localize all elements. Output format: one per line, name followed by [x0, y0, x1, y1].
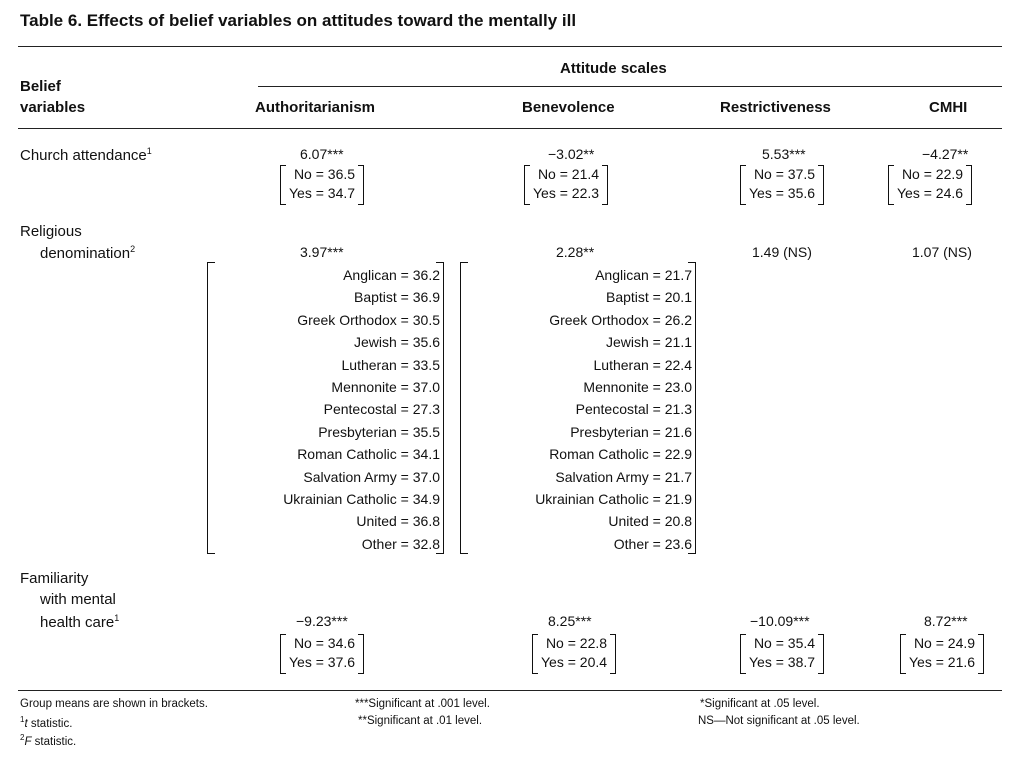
group-means-familiarity-cmhi: No = 24.9 Yes = 21.6	[900, 634, 985, 674]
attitude-scales-header: Attitude scales	[560, 60, 667, 77]
stat-familiarity-cmhi: 8.72***	[924, 613, 968, 629]
row-label-with-mental: with mental	[40, 591, 116, 608]
list-item: Ukrainian Catholic = 21.9	[535, 491, 692, 508]
col-header-restrictiveness: Restrictiveness	[720, 99, 831, 116]
group-means-familiarity-authoritarianism: No = 34.6 Yes = 37.6	[280, 634, 365, 674]
group-means-church-restrictiveness: No = 37.5 Yes = 35.6	[740, 165, 825, 205]
stat-church-restrictiveness: 5.53***	[762, 146, 806, 162]
list-item: United = 36.8	[356, 513, 440, 530]
footnote-sig-01: **Significant at .01 level.	[358, 715, 483, 727]
list-item: Jewish = 21.1	[606, 334, 692, 351]
footnote-sig-001: ***Significant at .001 level.	[355, 698, 490, 710]
list-item: Ukrainian Catholic = 34.9	[283, 491, 440, 508]
header-sub-rule	[258, 86, 1002, 87]
stat-religion-benevolence: 2.28**	[556, 244, 595, 260]
stat-familiarity-authoritarianism: −9.23***	[296, 613, 348, 629]
bracket-left-authoritarianism	[207, 262, 215, 554]
list-item: Salvation Army = 21.7	[555, 468, 692, 485]
table-title: Table 6. Effects of belief variables on …	[20, 11, 577, 30]
row-label-religious: Religious	[20, 223, 82, 240]
col-header-benevolence: Benevolence	[522, 99, 615, 116]
list-item: Mennonite = 23.0	[583, 379, 692, 396]
list-item: Pentecostal = 21.3	[575, 401, 692, 418]
stat-religion-cmhi: 1.07 (NS)	[912, 244, 972, 260]
stat-church-cmhi: −4.27**	[922, 146, 969, 162]
group-means-familiarity-restrictiveness: No = 35.4 Yes = 38.7	[740, 634, 825, 674]
list-item: Presbyterian = 35.5	[318, 423, 440, 440]
top-rule	[18, 46, 1002, 47]
row-label-familiarity: Familiarity	[20, 570, 89, 587]
denomination-list-authoritarianism: Anglican = 36.2 Baptist = 36.9 Greek Ort…	[218, 264, 440, 555]
row-label-church-attendance: Church attendance1	[20, 146, 152, 164]
list-item: Anglican = 36.2	[343, 267, 440, 283]
list-item: Baptist = 36.9	[353, 289, 440, 306]
list-item: Jewish = 35.6	[354, 334, 440, 351]
list-item: Presbyterian = 21.6	[570, 423, 692, 440]
header-bottom-rule	[18, 128, 1002, 129]
list-item: Roman Catholic = 34.1	[297, 446, 440, 463]
list-item: Greek Orthodox = 26.2	[549, 311, 692, 328]
footnote-ns: NS—Not significant at .05 level.	[698, 715, 860, 727]
list-item: Greek Orthodox = 30.5	[297, 311, 440, 328]
stat-church-authoritarianism: 6.07***	[300, 146, 344, 162]
list-item: Pentecostal = 27.3	[323, 401, 440, 418]
list-item: Other = 32.8	[361, 535, 440, 552]
col-header-cmhi: CMHI	[929, 99, 968, 116]
list-item: Lutheran = 22.4	[593, 356, 692, 373]
bracket-right-benevolence	[688, 262, 696, 554]
group-means-familiarity-benevolence: No = 22.8 Yes = 20.4	[532, 634, 617, 674]
footnote-sig-05: *Significant at .05 level.	[700, 698, 820, 710]
footnote-group-means: Group means are shown in brackets.	[20, 698, 208, 710]
row-header-line2: variables	[20, 99, 86, 116]
list-item: Other = 23.6	[613, 535, 692, 552]
row-label-health-care: health care1	[40, 613, 120, 631]
col-header-authoritarianism: Authoritarianism	[255, 99, 376, 116]
footnote-t-statistic: 1t statistic.	[20, 715, 73, 730]
row-header-line1: Belief	[20, 78, 61, 95]
denomination-list-benevolence: Anglican = 21.7 Baptist = 20.1 Greek Ort…	[470, 264, 692, 555]
group-means-church-authoritarianism: No = 36.5 Yes = 34.7	[280, 165, 365, 205]
list-item: Baptist = 20.1	[605, 289, 692, 306]
bottom-rule	[18, 690, 1002, 691]
bracket-right-authoritarianism	[436, 262, 444, 554]
list-item: United = 20.8	[608, 513, 692, 530]
row-label-denomination: denomination2	[40, 244, 136, 262]
stat-familiarity-restrictiveness: −10.09***	[750, 613, 810, 629]
list-item: Anglican = 21.7	[595, 267, 692, 283]
bracket-left-benevolence	[460, 262, 468, 554]
list-item: Mennonite = 37.0	[331, 379, 440, 396]
stat-religion-authoritarianism: 3.97***	[300, 244, 344, 260]
stat-religion-restrictiveness: 1.49 (NS)	[752, 244, 812, 260]
stat-church-benevolence: −3.02**	[548, 146, 595, 162]
stat-familiarity-benevolence: 8.25***	[548, 613, 592, 629]
group-means-church-cmhi: No = 22.9 Yes = 24.6	[888, 165, 973, 205]
group-means-church-benevolence: No = 21.4 Yes = 22.3	[524, 165, 609, 205]
list-item: Roman Catholic = 22.9	[549, 446, 692, 463]
list-item: Salvation Army = 37.0	[303, 468, 440, 485]
footnote-f-statistic: 2F statistic.	[20, 733, 77, 748]
list-item: Lutheran = 33.5	[341, 356, 440, 373]
